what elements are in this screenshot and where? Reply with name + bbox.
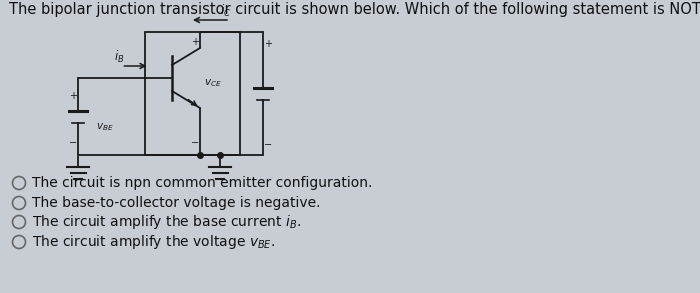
Text: The circuit amplify the base current $i_B$.: The circuit amplify the base current $i_… bbox=[32, 213, 301, 231]
Text: −: − bbox=[69, 138, 77, 148]
Text: +: + bbox=[191, 37, 199, 47]
Text: $v_{CE}$: $v_{CE}$ bbox=[204, 77, 222, 89]
Text: $i_B$: $i_B$ bbox=[114, 49, 125, 65]
Text: The circuit amplify the voltage $v_{BE}$.: The circuit amplify the voltage $v_{BE}$… bbox=[32, 233, 275, 251]
Text: The circuit is npn common emitter configuration.: The circuit is npn common emitter config… bbox=[32, 176, 372, 190]
Text: −: − bbox=[264, 140, 272, 150]
Text: $v_{BE}$: $v_{BE}$ bbox=[96, 121, 113, 133]
Text: The base-to-collector voltage is negative.: The base-to-collector voltage is negativ… bbox=[32, 196, 321, 210]
Text: +: + bbox=[264, 39, 272, 49]
Text: The bipolar junction transistor circuit is shown below. Which of the following s: The bipolar junction transistor circuit … bbox=[9, 2, 700, 17]
Text: $i_C$: $i_C$ bbox=[220, 3, 231, 19]
Text: +: + bbox=[69, 91, 77, 101]
Text: −: − bbox=[191, 138, 199, 148]
